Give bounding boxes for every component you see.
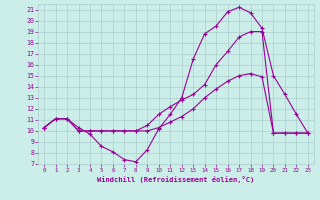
X-axis label: Windchill (Refroidissement éolien,°C): Windchill (Refroidissement éolien,°C)	[97, 176, 255, 183]
